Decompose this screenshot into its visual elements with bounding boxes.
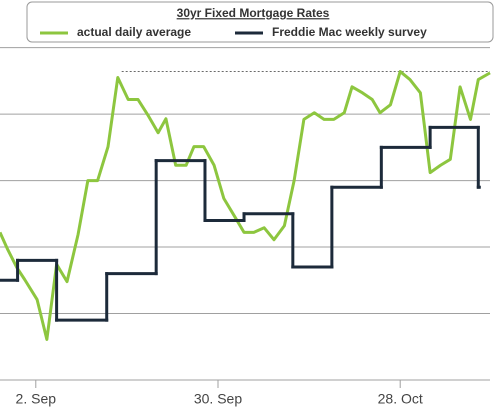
x-tick-label: 28. Oct	[378, 391, 423, 407]
legend-label: Freddie Mac weekly survey	[272, 25, 427, 39]
x-tick-label: 2. Sep	[16, 391, 57, 407]
x-tick-label: 30. Sep	[194, 391, 242, 407]
chart-title: 30yr Fixed Mortgage Rates	[177, 6, 330, 20]
daily-line	[0, 70, 491, 341]
legend-box	[26, 1, 494, 43]
legend-label: actual daily average	[77, 25, 191, 39]
